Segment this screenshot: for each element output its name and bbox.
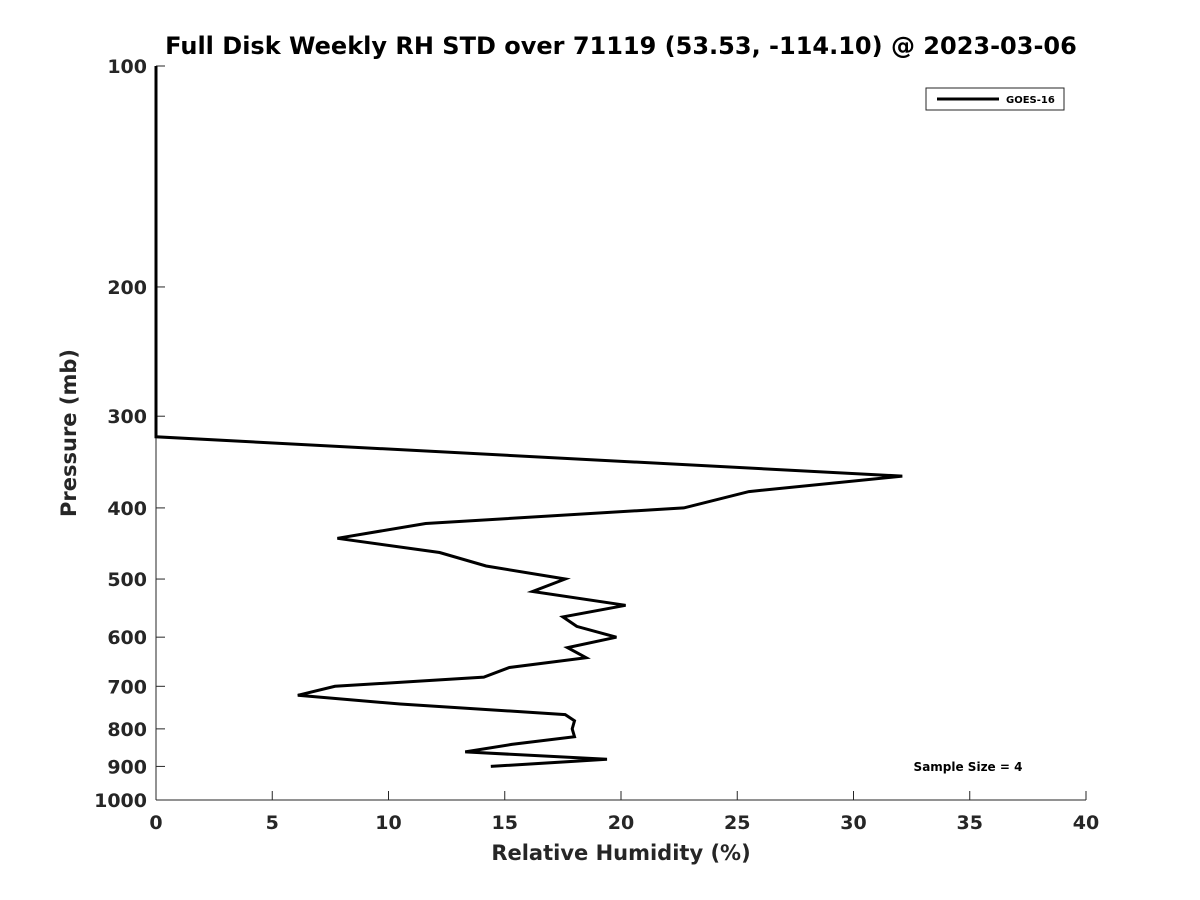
y-tick-label: 200 <box>107 277 147 299</box>
x-tick-label: 15 <box>492 812 518 834</box>
x-tick-label: 40 <box>1073 812 1099 834</box>
y-tick-label: 1000 <box>94 790 147 812</box>
y-tick-label: 500 <box>107 569 147 591</box>
x-tick-label: 5 <box>266 812 279 834</box>
y-tick-label: 300 <box>107 406 147 428</box>
y-tick-label: 100 <box>107 56 147 78</box>
x-tick-label: 30 <box>840 812 866 834</box>
x-axis-label: Relative Humidity (%) <box>491 841 750 865</box>
y-ticks: 100 200 300 400 500 600 700 800 900 1000 <box>94 56 165 812</box>
y-tick-label: 900 <box>107 756 147 778</box>
y-tick-label: 400 <box>107 498 147 520</box>
chart-title: Full Disk Weekly RH STD over 71119 (53.5… <box>165 32 1077 60</box>
axes <box>155 66 1086 801</box>
x-ticks: 0 5 10 15 20 25 30 35 40 <box>149 791 1099 834</box>
sample-size-annotation: Sample Size = 4 <box>914 760 1023 774</box>
legend-label-goes-16: GOES-16 <box>1006 95 1055 106</box>
y-tick-label: 600 <box>107 627 147 649</box>
y-tick-label: 800 <box>107 719 147 741</box>
x-tick-label: 35 <box>957 812 983 834</box>
x-tick-label: 10 <box>375 812 401 834</box>
x-tick-label: 20 <box>608 812 634 834</box>
x-tick-label: 25 <box>724 812 750 834</box>
y-axis-label: Pressure (mb) <box>57 349 81 517</box>
y-tick-label: 700 <box>107 676 147 698</box>
x-tick-label: 0 <box>149 812 162 834</box>
legend: GOES-16 <box>925 87 1065 111</box>
series-layer <box>154 66 903 768</box>
series-line-goes-16 <box>154 66 903 768</box>
